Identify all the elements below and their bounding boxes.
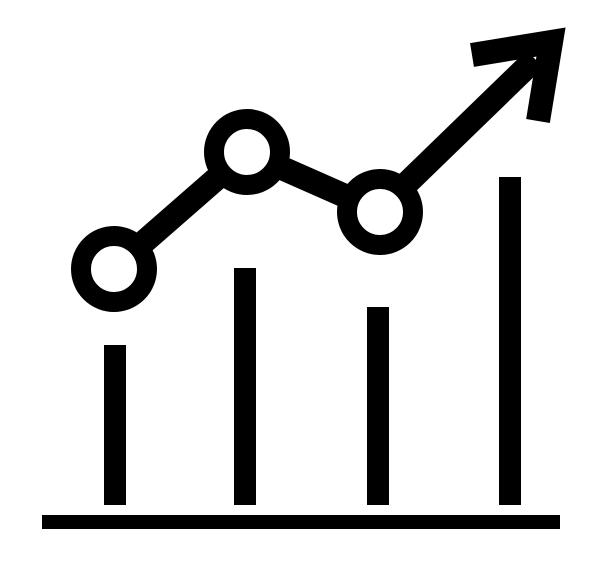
growth-chart-icon xyxy=(0,0,600,574)
